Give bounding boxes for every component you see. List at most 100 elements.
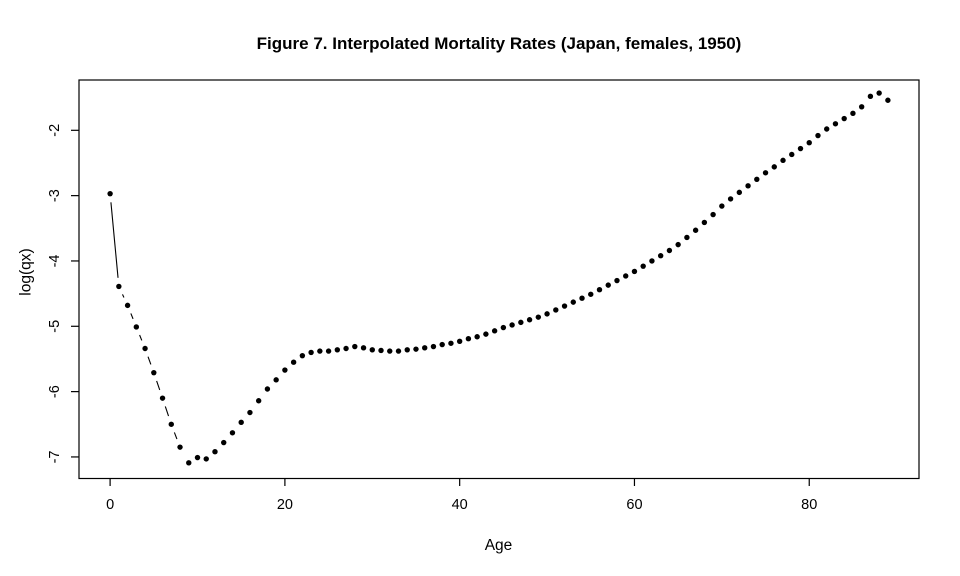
data-point	[588, 291, 594, 297]
data-point	[282, 367, 288, 373]
data-point	[299, 352, 306, 359]
data-point	[212, 449, 218, 455]
x-tick-label: 40	[452, 497, 468, 513]
data-point	[631, 268, 638, 275]
data-point	[771, 164, 777, 170]
x-axis-ticks: 0 20 40 60 80	[106, 478, 817, 513]
data-point	[649, 258, 655, 264]
data-point	[623, 273, 629, 279]
data-point	[317, 348, 323, 354]
data-point	[824, 126, 830, 132]
data-point	[238, 419, 244, 426]
data-point	[290, 359, 297, 365]
data-point	[133, 324, 140, 330]
line-segment	[173, 432, 178, 440]
data-point	[360, 345, 367, 351]
data-point	[430, 343, 437, 350]
data-point	[719, 203, 725, 209]
data-point	[710, 211, 716, 218]
data-point	[553, 307, 559, 313]
data-point	[325, 348, 332, 354]
data-point	[264, 386, 271, 392]
data-point	[666, 247, 673, 254]
y-tick-label: -4	[47, 255, 63, 268]
data-point	[439, 341, 445, 348]
data-point	[657, 253, 664, 259]
data-point	[701, 219, 708, 226]
data-point	[789, 151, 795, 158]
data-point	[561, 303, 568, 309]
data-point	[369, 347, 375, 353]
line-segment	[121, 294, 125, 298]
data-point	[876, 90, 882, 96]
data-point	[413, 346, 419, 352]
data-point	[186, 460, 192, 466]
data-point	[684, 234, 690, 241]
data-point	[509, 322, 515, 328]
data-point	[727, 196, 734, 202]
data-point	[465, 335, 472, 342]
data-point	[491, 328, 498, 334]
data-point	[116, 283, 122, 290]
data-point	[754, 176, 760, 182]
x-tick-label: 0	[106, 497, 114, 513]
data-point	[745, 183, 751, 189]
data-point	[570, 299, 576, 305]
data-point	[177, 444, 183, 450]
data-points	[107, 90, 891, 466]
chart-title: Figure 7. Interpolated Mortality Rates (…	[257, 34, 742, 53]
data-point	[526, 317, 533, 323]
data-point	[500, 324, 507, 331]
data-point	[596, 287, 603, 293]
data-point	[483, 331, 489, 337]
y-axis-label: log(qx)	[18, 248, 35, 295]
data-point	[806, 140, 812, 146]
data-point	[387, 348, 393, 354]
y-tick-label: -7	[47, 450, 63, 463]
data-point	[640, 263, 646, 269]
data-point	[692, 227, 699, 233]
line-segment	[156, 380, 161, 391]
data-point	[456, 338, 463, 345]
data-point	[474, 334, 480, 340]
data-point	[151, 369, 157, 376]
data-point	[229, 430, 236, 436]
line-segment	[164, 406, 170, 417]
data-point	[736, 189, 743, 196]
data-point	[159, 395, 166, 401]
data-point	[780, 157, 786, 164]
data-point	[142, 345, 148, 352]
data-point	[579, 295, 585, 301]
data-point	[334, 347, 341, 353]
data-point	[255, 398, 262, 404]
data-point	[273, 377, 279, 383]
data-point	[605, 282, 611, 288]
data-point	[124, 302, 131, 309]
data-point	[815, 132, 821, 139]
line-segment	[139, 334, 143, 341]
data-point	[544, 311, 550, 317]
connecting-line-segments	[110, 202, 178, 440]
data-point	[221, 439, 227, 446]
data-point	[422, 345, 428, 351]
data-point	[858, 104, 865, 110]
y-tick-label: -3	[47, 189, 63, 202]
x-tick-label: 80	[801, 497, 817, 513]
y-tick-label: -2	[47, 124, 63, 137]
x-tick-label: 20	[277, 497, 293, 513]
data-point	[107, 190, 113, 197]
line-segment	[130, 313, 134, 320]
data-point	[352, 343, 358, 350]
x-tick-label: 60	[626, 497, 642, 513]
line-segment	[110, 202, 119, 278]
data-point	[797, 145, 804, 152]
y-tick-label: -5	[47, 320, 63, 333]
data-point	[448, 340, 454, 346]
data-point	[841, 115, 847, 122]
line-segment	[147, 356, 152, 365]
data-point	[518, 319, 524, 326]
data-point	[675, 241, 681, 248]
data-point	[614, 277, 620, 284]
data-point	[395, 348, 402, 354]
